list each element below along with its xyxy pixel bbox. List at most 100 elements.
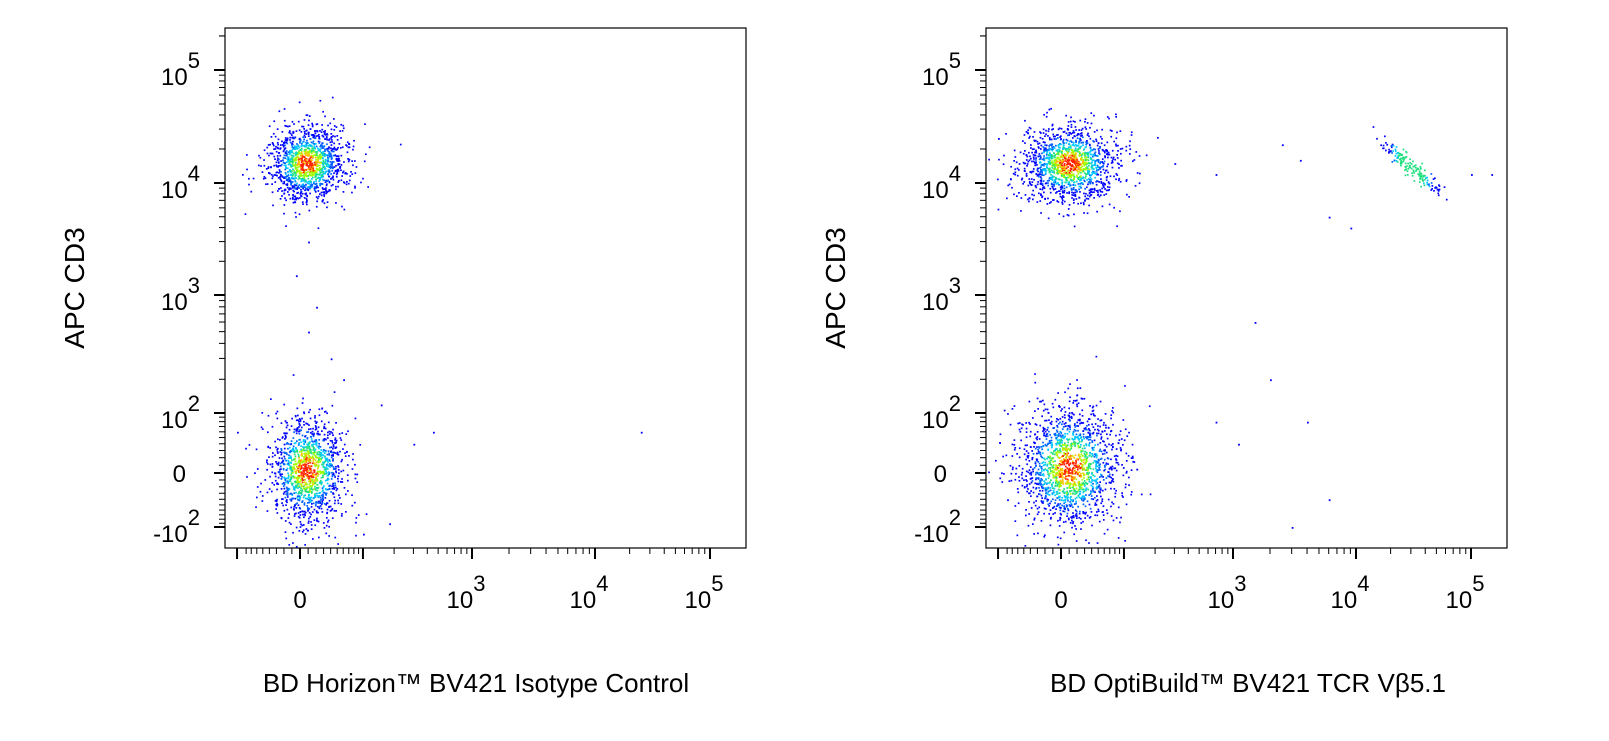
event-dot	[317, 157, 319, 160]
event-dot	[1061, 469, 1064, 472]
event-dot	[1077, 162, 1079, 165]
event-dot	[1082, 488, 1085, 491]
event-dot	[352, 145, 355, 148]
event-dot	[302, 160, 305, 163]
event-dot	[309, 428, 312, 430]
event-dot	[321, 134, 324, 137]
event-dot	[1095, 183, 1098, 186]
event-dot	[321, 471, 323, 474]
event-dot	[1034, 162, 1036, 164]
event-dot	[1047, 197, 1049, 200]
event-dot	[1084, 461, 1087, 463]
event-dot	[1079, 422, 1081, 425]
event-dot	[311, 142, 314, 144]
event-dot	[248, 177, 250, 180]
event-dot	[1026, 165, 1028, 167]
event-dot	[271, 471, 274, 474]
event-dot	[318, 173, 320, 176]
event-dot	[298, 152, 300, 155]
event-dot	[1072, 137, 1074, 139]
event-dot	[1061, 181, 1064, 184]
event-dot	[308, 486, 310, 489]
event-dot	[334, 536, 337, 539]
event-dot	[245, 447, 247, 450]
event-dot	[1065, 475, 1067, 478]
event-dot	[320, 194, 323, 197]
event-dot	[308, 480, 311, 482]
event-dot	[1047, 217, 1050, 220]
event-dot	[1062, 166, 1065, 169]
event-dot	[1080, 453, 1083, 456]
event-dot	[325, 190, 327, 192]
event-dot	[1073, 202, 1075, 204]
event-dot	[1070, 167, 1073, 170]
event-dot	[317, 176, 320, 179]
event-dot	[1045, 154, 1048, 156]
event-dot	[292, 194, 295, 197]
event-dot	[330, 153, 332, 156]
event-dot	[319, 471, 322, 473]
event-dot	[1039, 156, 1042, 158]
event-dot	[1054, 499, 1057, 502]
event-dot	[312, 497, 315, 500]
event-dot	[335, 441, 337, 444]
event-dot	[1044, 481, 1047, 484]
event-dot	[283, 447, 286, 450]
event-dot	[277, 476, 280, 479]
event-dot	[1079, 178, 1082, 181]
event-dot	[300, 175, 302, 177]
event-dot	[1043, 169, 1046, 172]
event-dot	[1059, 443, 1061, 445]
event-dot	[301, 501, 303, 503]
event-dot	[1064, 154, 1067, 156]
event-dot	[294, 211, 297, 214]
event-dot	[1085, 128, 1087, 130]
event-dot	[303, 442, 305, 445]
event-dot	[275, 446, 277, 449]
event-dot	[298, 423, 301, 425]
event-dot	[285, 173, 287, 175]
event-dot	[294, 163, 297, 166]
event-dot	[1092, 482, 1094, 485]
event-dot	[1093, 168, 1095, 170]
event-dot	[1057, 543, 1060, 546]
event-dot	[337, 185, 339, 188]
event-dot	[1049, 487, 1052, 489]
event-dot	[284, 197, 286, 200]
event-dot	[1119, 180, 1122, 183]
event-dot	[1113, 206, 1115, 209]
event-dot	[286, 487, 288, 490]
event-dot	[1074, 154, 1077, 157]
event-dot	[316, 421, 318, 423]
event-dot	[323, 165, 326, 168]
event-dot	[312, 475, 314, 477]
event-dot	[313, 433, 315, 436]
event-dot	[285, 443, 288, 445]
event-dot	[331, 160, 334, 163]
event-dot	[329, 122, 332, 125]
event-dot	[303, 516, 305, 519]
event-dot	[276, 165, 279, 168]
event-dot	[1064, 499, 1067, 502]
event-dot	[1070, 447, 1072, 450]
event-dot	[1095, 461, 1098, 463]
event-dot	[1032, 486, 1035, 489]
event-dot	[1047, 157, 1050, 160]
event-dot	[1088, 135, 1090, 138]
event-dot	[283, 455, 286, 458]
event-dot	[332, 176, 334, 179]
event-dot	[1088, 478, 1090, 481]
event-dot	[1024, 486, 1026, 488]
event-dot	[295, 152, 297, 155]
event-dot	[1087, 439, 1090, 441]
event-dot	[275, 412, 277, 415]
event-dot	[355, 166, 358, 168]
event-dot	[330, 454, 333, 457]
event-dot	[333, 474, 336, 477]
event-dot	[1088, 189, 1091, 192]
event-dot	[315, 503, 317, 505]
event-dot	[1033, 158, 1035, 160]
event-dot	[314, 130, 316, 133]
event-dot	[317, 190, 320, 192]
event-dot	[288, 521, 291, 524]
